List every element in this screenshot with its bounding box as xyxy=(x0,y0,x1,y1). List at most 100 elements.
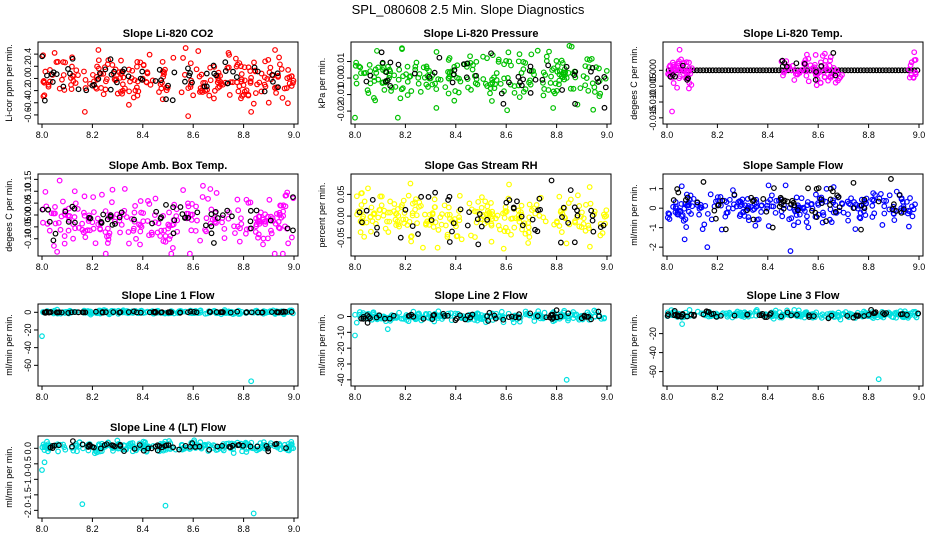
data-point xyxy=(159,444,165,451)
data-point xyxy=(753,196,760,203)
data-point xyxy=(73,67,80,74)
data-point xyxy=(701,221,708,228)
data-point xyxy=(60,198,66,205)
data-point xyxy=(515,314,522,321)
data-point xyxy=(679,321,686,328)
data-point xyxy=(210,62,217,69)
data-point xyxy=(540,315,547,322)
data-point xyxy=(793,60,800,67)
data-point xyxy=(378,202,385,209)
data-point xyxy=(229,79,236,86)
data-point xyxy=(251,64,258,71)
data-point xyxy=(468,86,474,93)
data-point xyxy=(709,67,716,74)
data-point xyxy=(163,201,169,208)
data-point xyxy=(94,63,101,70)
data-point xyxy=(703,67,710,74)
data-point xyxy=(880,197,887,204)
data-point xyxy=(795,219,802,226)
data-point xyxy=(832,209,839,215)
data-point xyxy=(536,195,543,202)
y-tick-label: -60 xyxy=(23,359,33,372)
chart-title: Slope Gas Stream RH xyxy=(424,160,537,172)
data-point xyxy=(886,206,893,213)
data-point xyxy=(164,84,171,91)
data-point xyxy=(272,84,278,91)
y-tick-label: 0.10 xyxy=(23,182,33,200)
data-point xyxy=(694,308,701,315)
chart-panel: Slope Li-820 CO2 Li-cor ppm per min. 8.0 8.… xyxy=(4,28,300,140)
data-point xyxy=(674,211,681,218)
data-point xyxy=(557,313,564,320)
data-point xyxy=(267,64,274,71)
data-point xyxy=(527,310,534,317)
data-point xyxy=(446,193,453,200)
data-point xyxy=(387,59,394,66)
y-tick-label: -0.2 xyxy=(23,83,33,99)
data-point xyxy=(441,202,448,209)
data-point xyxy=(158,85,165,92)
data-point xyxy=(560,69,567,76)
points-layer xyxy=(39,45,297,120)
plot-frame xyxy=(662,41,924,125)
data-point xyxy=(836,204,843,211)
data-point xyxy=(681,236,688,243)
data-point xyxy=(437,76,444,83)
data-point xyxy=(711,207,718,214)
data-point xyxy=(559,87,566,93)
data-point xyxy=(848,195,854,202)
data-point xyxy=(832,79,839,86)
data-point xyxy=(532,226,538,233)
chart-title: Slope Li-820 Temp. xyxy=(743,28,842,40)
data-point xyxy=(65,218,72,225)
data-point xyxy=(372,97,379,104)
data-point xyxy=(674,84,680,91)
data-point xyxy=(79,220,86,227)
plot-frame xyxy=(37,435,299,519)
data-point xyxy=(780,72,786,79)
data-point xyxy=(356,209,363,216)
data-point xyxy=(518,202,525,209)
data-point xyxy=(353,193,360,200)
y-axis-label: percent per min. xyxy=(317,182,327,247)
data-point xyxy=(500,100,507,107)
data-point xyxy=(283,192,290,199)
data-point xyxy=(159,58,166,65)
data-point xyxy=(268,227,274,234)
data-point xyxy=(515,82,522,89)
data-point xyxy=(541,86,548,92)
data-point xyxy=(777,194,784,201)
data-point xyxy=(587,200,594,207)
data-point xyxy=(877,191,884,197)
data-point xyxy=(851,67,858,74)
data-point xyxy=(706,67,713,74)
data-point xyxy=(444,231,451,238)
data-point xyxy=(812,209,819,216)
data-point xyxy=(527,89,534,96)
data-point xyxy=(433,86,440,93)
data-point xyxy=(784,198,791,205)
data-point xyxy=(284,189,291,196)
data-point xyxy=(212,216,218,223)
data-point xyxy=(444,211,451,218)
chart-panel: Slope Amb. Box Temp. degees C per min. 8.0… xyxy=(4,160,300,272)
y-tick-label: 0.00 xyxy=(336,69,346,87)
data-point xyxy=(669,108,675,115)
data-point xyxy=(284,100,291,107)
data-point xyxy=(683,59,690,66)
data-point xyxy=(420,315,427,322)
data-point xyxy=(97,445,104,452)
data-point xyxy=(368,204,375,211)
data-point xyxy=(879,222,886,228)
data-point xyxy=(719,197,726,204)
data-point xyxy=(515,207,522,214)
data-point xyxy=(269,71,276,78)
data-point xyxy=(707,191,714,198)
data-point xyxy=(353,80,360,87)
series-all xyxy=(39,306,296,385)
data-point xyxy=(140,62,147,69)
data-point xyxy=(497,80,504,87)
x-tick-label: 8.6 xyxy=(187,392,200,402)
data-point xyxy=(166,236,173,242)
data-point xyxy=(270,78,276,85)
